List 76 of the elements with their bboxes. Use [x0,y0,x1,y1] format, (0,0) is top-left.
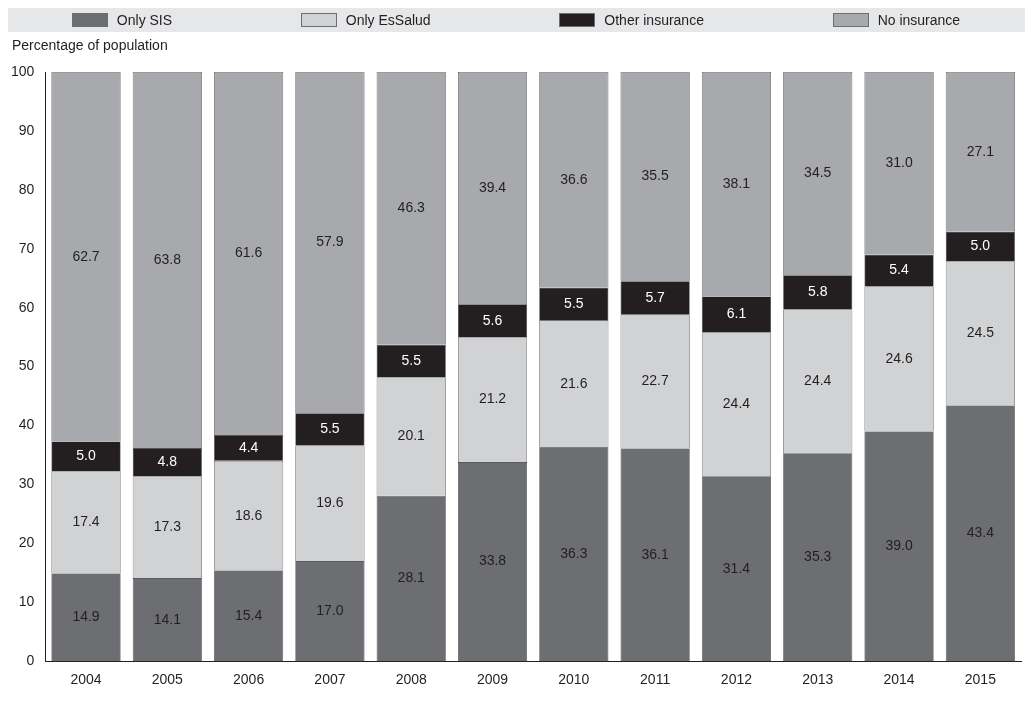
data-label: 5.4 [889,261,909,278]
data-label: 5.5 [564,294,584,311]
data-label: 27.1 [966,142,995,159]
data-label: 63.8 [153,250,182,267]
data-label: 62.7 [72,247,100,264]
data-label: 36.1 [641,545,669,562]
data-label: 17.4 [72,513,100,530]
data-label: 5.5 [401,351,422,368]
x-tick-label: 2008 [395,671,427,688]
data-label: 38.1 [722,175,751,192]
data-label: 24.4 [722,395,751,412]
data-label: 31.0 [885,154,913,171]
x-tick-label: 2010 [558,671,590,688]
data-label: 20.1 [397,427,426,444]
data-label: 4.8 [157,452,178,469]
y-tick-label: 50 [18,357,35,374]
x-tick-label: 2009 [476,671,509,688]
data-label: 35.5 [641,167,669,184]
y-tick-label: 20 [18,534,35,551]
data-label: 36.6 [560,170,588,187]
y-tick-label: 80 [18,180,35,197]
data-label: 43.4 [966,524,995,541]
data-label: 5.0 [970,237,991,254]
x-tick-label: 2006 [233,671,265,688]
legend-label: Only SIS [116,12,173,28]
data-label: 21.2 [478,390,507,407]
data-label: 31.4 [722,559,751,576]
data-label: 17.3 [153,518,182,535]
data-label: 18.6 [234,506,263,523]
data-label: 17.0 [316,601,344,618]
data-label: 36.3 [560,545,588,562]
data-label: 24.4 [804,372,832,389]
y-tick-label: 0 [26,652,35,669]
y-tick-label: 30 [18,475,35,492]
data-label: 39.0 [885,537,913,554]
data-label: 5.8 [808,283,828,300]
data-label: 24.5 [966,324,995,341]
data-label: 14.1 [153,610,182,627]
data-label: 33.8 [478,552,507,569]
x-tick-label: 2005 [151,671,184,688]
x-tick-label: 2004 [70,671,102,688]
data-label: 21.6 [560,374,588,391]
x-tick-label: 2013 [802,671,834,688]
data-label: 57.9 [316,233,344,250]
legend-label: No insurance [877,12,961,28]
y-tick-label: 100 [11,62,35,79]
x-tick-label: 2015 [964,671,997,688]
x-tick-label: 2014 [883,671,915,688]
y-tick-label: 40 [18,416,35,433]
data-label: 35.3 [804,548,832,565]
x-tick-label: 2007 [314,671,346,688]
data-label: 5.5 [320,420,340,437]
data-label: 22.7 [641,372,669,389]
data-label: 24.6 [885,349,913,366]
data-label: 5.7 [645,288,666,305]
y-axis-title: Percentage of population [12,36,168,53]
data-label: 14.9 [72,608,100,625]
data-label: 28.1 [397,569,426,586]
data-label: 46.3 [397,199,426,216]
data-label: 6.1 [726,305,747,322]
legend-label: Other insurance [604,12,704,28]
data-label: 4.4 [238,438,259,455]
x-tick-label: 2012 [720,671,753,688]
x-tick-label: 2011 [640,671,671,688]
data-label: 34.5 [804,164,832,181]
y-tick-label: 70 [18,239,35,256]
data-label: 39.4 [478,178,507,195]
data-label: 15.4 [234,606,263,623]
data-label: 5.6 [482,311,503,328]
y-tick-label: 10 [18,593,35,610]
legend-label: Only EsSalud [345,12,431,28]
data-label: 19.6 [316,494,344,511]
y-tick-label: 90 [18,121,35,138]
data-label: 61.6 [234,244,263,261]
data-label: 5.0 [76,447,96,464]
y-tick-label: 60 [18,298,35,315]
